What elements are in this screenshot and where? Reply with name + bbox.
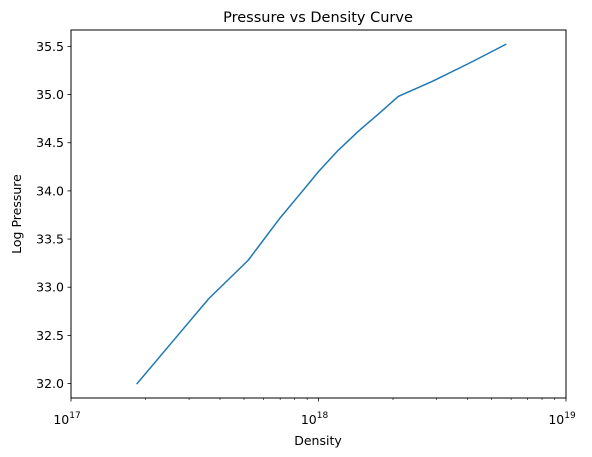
chart-title: Pressure vs Density Curve bbox=[223, 10, 413, 26]
x-axis-label: Density bbox=[294, 433, 342, 448]
x-axis: 1017 1018 1019 bbox=[53, 398, 576, 427]
x-tick-label: 1017 bbox=[53, 411, 80, 427]
y-tick-label: 33.0 bbox=[36, 280, 64, 295]
y-axis-label: Log Pressure bbox=[9, 174, 24, 254]
plot-area bbox=[136, 43, 507, 385]
y-tick-label: 35.5 bbox=[36, 39, 64, 54]
series-line bbox=[136, 43, 507, 385]
y-tick-label: 34.0 bbox=[36, 183, 64, 198]
y-tick-label: 35.0 bbox=[36, 87, 64, 102]
y-tick-label: 32.5 bbox=[36, 328, 64, 343]
y-tick-label: 34.5 bbox=[36, 135, 64, 150]
x-tick-label: 1019 bbox=[548, 411, 576, 427]
x-tick-label: 1018 bbox=[301, 411, 329, 427]
y-tick-label: 32.0 bbox=[36, 376, 64, 391]
y-tick-label: 33.5 bbox=[36, 232, 64, 247]
axes-frame bbox=[70, 29, 567, 399]
y-axis: 32.0 32.5 33.0 33.5 34.0 34.5 35.0 35.5 bbox=[36, 39, 71, 391]
